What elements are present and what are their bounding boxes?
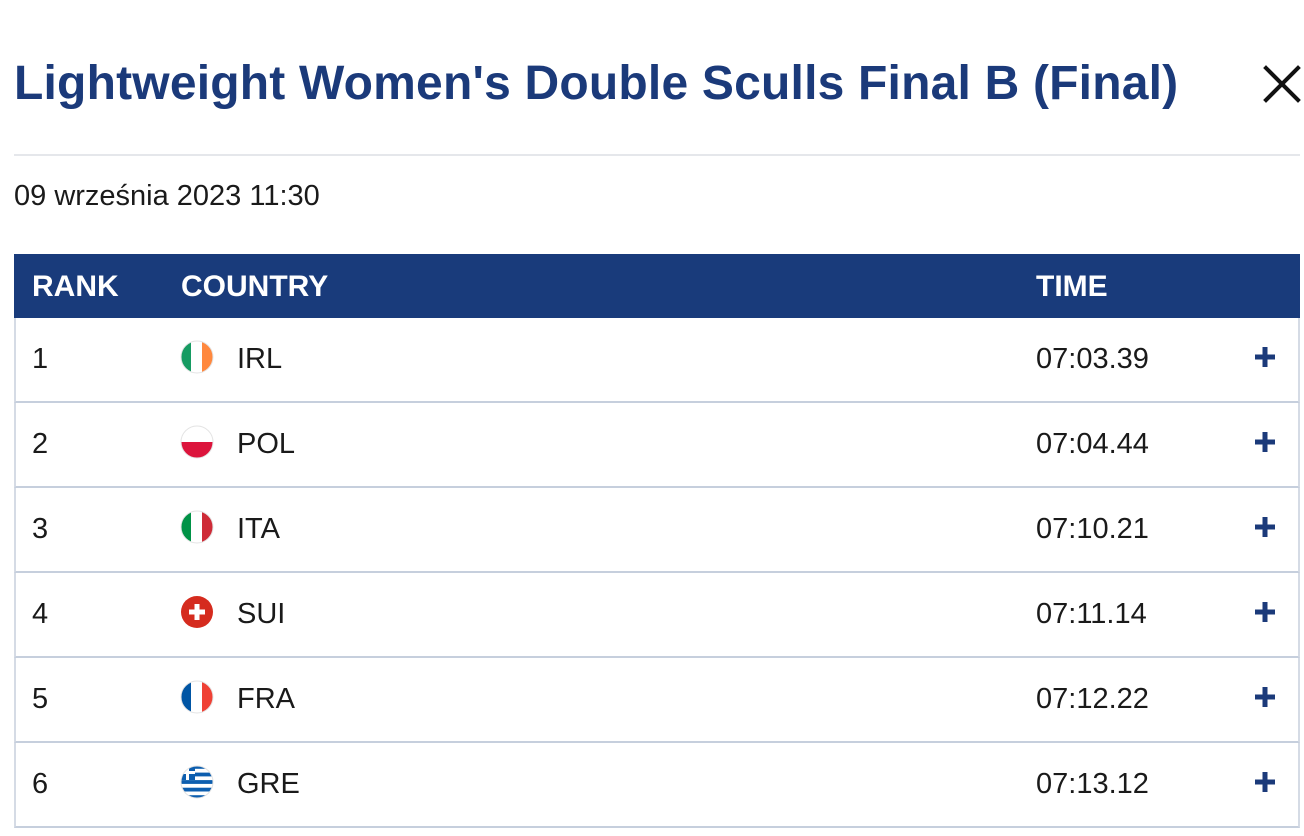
country-cell: SUI xyxy=(237,598,286,630)
close-button[interactable] xyxy=(1260,62,1304,106)
table-row[interactable]: 3 ITA 07:10.21 xyxy=(14,488,1300,573)
switzerland-flag-icon xyxy=(180,595,214,629)
table-row[interactable]: 6 GRE 07:13.12 xyxy=(14,743,1300,828)
france-flag-icon xyxy=(180,680,214,714)
plus-icon xyxy=(1255,347,1275,367)
time-cell: 07:04.44 xyxy=(1036,428,1149,460)
country-cell: POL xyxy=(237,428,296,460)
rank-cell: 4 xyxy=(32,598,49,630)
expand-row-button[interactable] xyxy=(1250,597,1280,627)
time-cell: 07:11.14 xyxy=(1036,598,1147,630)
country-cell: IRL xyxy=(237,343,283,375)
rank-cell: 2 xyxy=(32,428,49,460)
country-cell: GRE xyxy=(237,768,300,800)
expand-row-button[interactable] xyxy=(1250,767,1280,797)
expand-row-button[interactable] xyxy=(1250,427,1280,457)
greece-flag-icon xyxy=(180,765,214,799)
plus-icon xyxy=(1255,772,1275,792)
time-cell: 07:03.39 xyxy=(1036,343,1149,375)
italy-flag-icon xyxy=(180,510,214,544)
expand-row-button[interactable] xyxy=(1250,342,1280,372)
rank-cell: 3 xyxy=(32,513,49,545)
time-cell: 07:12.22 xyxy=(1036,683,1149,715)
column-header-country: COUNTRY xyxy=(181,270,329,303)
plus-icon xyxy=(1255,602,1275,622)
rank-cell: 5 xyxy=(32,683,49,715)
table-row[interactable]: 1 IRL 07:03.39 xyxy=(14,318,1300,403)
column-header-time: TIME xyxy=(1036,270,1108,303)
table-header: RANK COUNTRY TIME xyxy=(14,254,1300,318)
column-header-rank: RANK xyxy=(32,270,119,303)
country-cell: FRA xyxy=(237,683,295,715)
ireland-flag-icon xyxy=(180,340,214,374)
expand-row-button[interactable] xyxy=(1250,512,1280,542)
poland-flag-icon xyxy=(180,425,214,459)
plus-icon xyxy=(1255,432,1275,452)
plus-icon xyxy=(1255,687,1275,707)
race-datetime: 09 września 2023 11:30 xyxy=(14,180,320,212)
plus-icon xyxy=(1255,517,1275,537)
expand-row-button[interactable] xyxy=(1250,682,1280,712)
time-cell: 07:10.21 xyxy=(1036,513,1149,545)
table-row[interactable]: 5 FRA 07:12.22 xyxy=(14,658,1300,743)
country-cell: ITA xyxy=(237,513,280,545)
rank-cell: 1 xyxy=(32,343,49,375)
close-icon xyxy=(1263,65,1301,103)
modal-header: Lightweight Women's Double Sculls Final … xyxy=(14,52,1304,116)
results-table: RANK COUNTRY TIME 1 IRL 07:03.39 xyxy=(14,254,1300,828)
page-title: Lightweight Women's Double Sculls Final … xyxy=(14,57,1179,110)
time-cell: 07:13.12 xyxy=(1036,768,1149,800)
table-row[interactable]: 4 SUI 07:11.14 xyxy=(14,573,1300,658)
header-divider xyxy=(14,154,1300,156)
rank-cell: 6 xyxy=(32,768,49,800)
table-row[interactable]: 2 POL 07:04.44 xyxy=(14,403,1300,488)
